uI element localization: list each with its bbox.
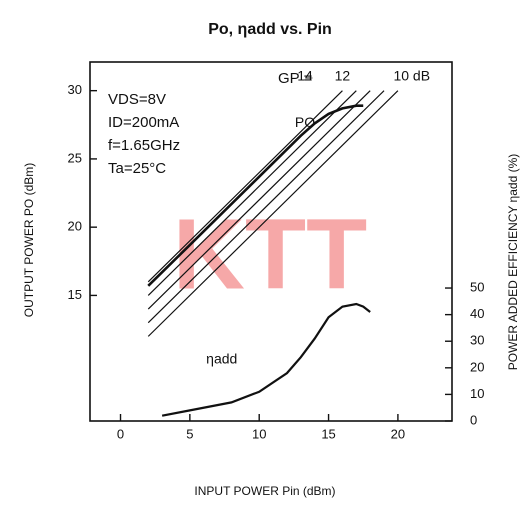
series-line bbox=[147, 90, 399, 337]
series-label: ηadd bbox=[206, 351, 237, 367]
x-tick-label: 5 bbox=[186, 426, 193, 441]
annotation: VDS=8V bbox=[108, 91, 166, 108]
chart-title: Po, ηadd vs. Pin bbox=[208, 21, 332, 38]
x-axis-label: INPUT POWER Pin (dBm) bbox=[194, 484, 335, 498]
series-line bbox=[147, 90, 385, 324]
y2-tick-label: 40 bbox=[470, 306, 484, 321]
y-tick-label: 30 bbox=[68, 82, 82, 97]
x-tick-label: 15 bbox=[321, 426, 335, 441]
series-line bbox=[147, 90, 357, 296]
series-line bbox=[147, 90, 371, 310]
y-tick-label: 20 bbox=[68, 219, 82, 234]
annotation: Ta=25°C bbox=[108, 160, 166, 177]
series-label: 10 dB bbox=[393, 68, 430, 84]
x-tick-label: 0 bbox=[117, 426, 124, 441]
x-tick-label: 10 bbox=[252, 426, 266, 441]
series-line bbox=[147, 90, 343, 283]
y2-tick-label: 50 bbox=[470, 279, 484, 294]
watermark: KTT bbox=[173, 198, 367, 310]
y-axis-label: OUTPUT POWER PO (dBm) bbox=[22, 163, 36, 317]
annotation: f=1.65GHz bbox=[108, 137, 180, 154]
x-tick-label: 20 bbox=[391, 426, 405, 441]
series-line bbox=[161, 302, 371, 417]
y2-tick-label: 30 bbox=[470, 333, 484, 348]
series-label: 14 bbox=[297, 68, 313, 84]
y2-tick-label: 0 bbox=[470, 412, 477, 427]
y-tick-label: 25 bbox=[68, 150, 82, 165]
annotation: ID=200mA bbox=[108, 114, 179, 131]
series-label: 12 bbox=[335, 68, 351, 84]
y2-tick-label: 20 bbox=[470, 359, 484, 374]
y-tick-label: 15 bbox=[68, 287, 82, 302]
annotation: GP = bbox=[278, 70, 313, 87]
y2-axis-label: POWER ADDED EFFICIENCY ηadd (%) bbox=[506, 154, 520, 371]
y2-tick-label: 10 bbox=[470, 386, 484, 401]
series-label: PO bbox=[295, 114, 315, 130]
plot-frame bbox=[89, 61, 453, 422]
series-line bbox=[147, 104, 364, 287]
